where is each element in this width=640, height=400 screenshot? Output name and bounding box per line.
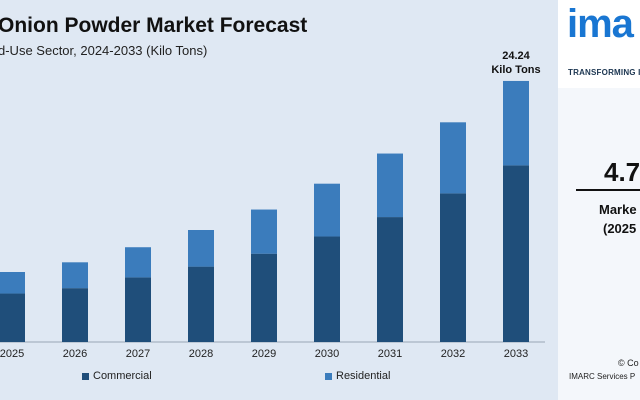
brand-tagline: TRANSFORMING I <box>568 68 640 77</box>
bar-commercial-2027 <box>125 277 151 342</box>
annotation-value: 24.24 <box>502 50 530 62</box>
side-panel: ima TRANSFORMING I 4.7 Marke (2025 © Co … <box>558 0 640 400</box>
chart-title: Onion Powder Market Forecast <box>0 14 308 37</box>
chart-subtitle: d-Use Sector, 2024-2033 (Kilo Tons) <box>0 43 208 58</box>
legend-swatch-commercial <box>82 372 89 380</box>
x-tick-label-2031: 2031 <box>378 348 402 360</box>
copyright-text: © Co <box>618 358 639 368</box>
legend-swatch-residential <box>325 372 332 380</box>
bar-residential-2029 <box>251 209 277 254</box>
bar-residential-2027 <box>125 247 151 278</box>
annotation-unit: Kilo Tons <box>491 64 540 76</box>
x-tick-label-2032: 2032 <box>441 348 465 360</box>
logo-band <box>558 0 640 88</box>
bar-residential-2025 <box>0 272 25 294</box>
legend-label-commercial: Commercial <box>93 370 152 382</box>
bar-residential-2033 <box>503 80 529 166</box>
x-tick-label-2026: 2026 <box>63 348 87 360</box>
bar-commercial-2026 <box>62 288 88 342</box>
bar-commercial-2029 <box>251 253 277 342</box>
bar-residential-2031 <box>377 153 403 218</box>
bar-commercial-2031 <box>377 217 403 342</box>
bar-residential-2030 <box>314 183 340 237</box>
bar-commercial-2030 <box>314 236 340 342</box>
legend-item-commercial: Commercial <box>82 370 152 382</box>
highlight-sublabel: (2025 <box>603 221 637 236</box>
legend-item-residential: Residential <box>325 370 390 382</box>
x-tick-label-2027: 2027 <box>126 348 150 360</box>
highlight-divider <box>576 189 640 191</box>
x-tick-label-2029: 2029 <box>252 348 276 360</box>
stacked-bar-chart: 2025 2026 2027 2028 2029 2030 2031 2032 2033 24.2… <box>0 50 545 360</box>
highlight-label: Marke <box>599 202 637 217</box>
x-tick-label-2025: 2025 <box>0 348 24 360</box>
bar-residential-2028 <box>188 230 214 267</box>
bar-residential-2032 <box>440 122 466 194</box>
bar-residential-2026 <box>62 262 88 289</box>
bar-commercial-2028 <box>188 266 214 342</box>
bar-commercial-2032 <box>440 193 466 342</box>
bar-commercial-2033 <box>503 165 529 342</box>
highlight-value: 4.7 <box>604 157 640 187</box>
bar-commercial-2025 <box>0 293 25 342</box>
company-text: IMARC Services P <box>569 372 636 381</box>
x-tick-label-2030: 2030 <box>315 348 339 360</box>
chart-panel: Onion Powder Market Forecast d-Use Secto… <box>0 14 545 382</box>
brand-logo: ima <box>567 2 634 46</box>
legend-label-residential: Residential <box>336 370 391 382</box>
x-tick-label-2028: 2028 <box>189 348 213 360</box>
x-tick-label-2033: 2033 <box>504 348 528 360</box>
